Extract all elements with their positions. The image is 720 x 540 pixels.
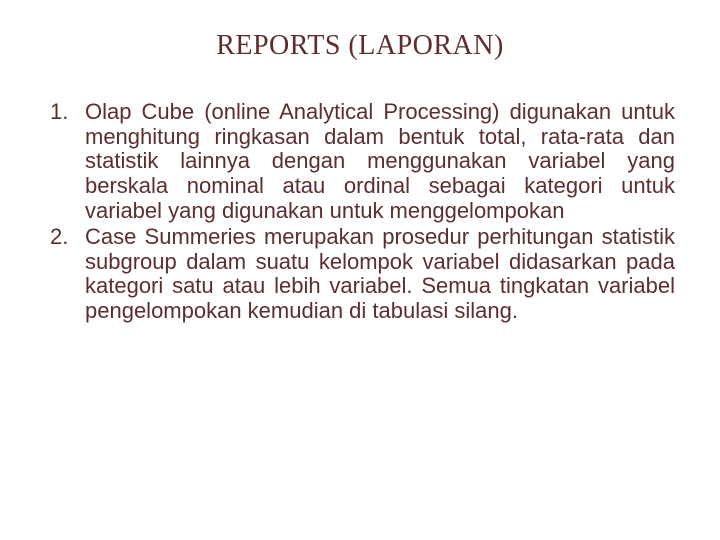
list-item: 2. Case Summeries merupakan prosedur per… — [45, 225, 675, 324]
list-number: 2. — [50, 225, 68, 250]
list-number: 1. — [50, 100, 68, 125]
list-text: Olap Cube (online Analytical Processing)… — [85, 99, 675, 223]
numbered-list: 1. Olap Cube (online Analytical Processi… — [45, 100, 675, 324]
slide-title: REPORTS (LAPORAN) — [45, 30, 675, 62]
list-item: 1. Olap Cube (online Analytical Processi… — [45, 100, 675, 223]
list-text: Case Summeries merupakan prosedur perhit… — [85, 224, 675, 323]
slide: REPORTS (LAPORAN) 1. Olap Cube (online A… — [0, 0, 720, 540]
